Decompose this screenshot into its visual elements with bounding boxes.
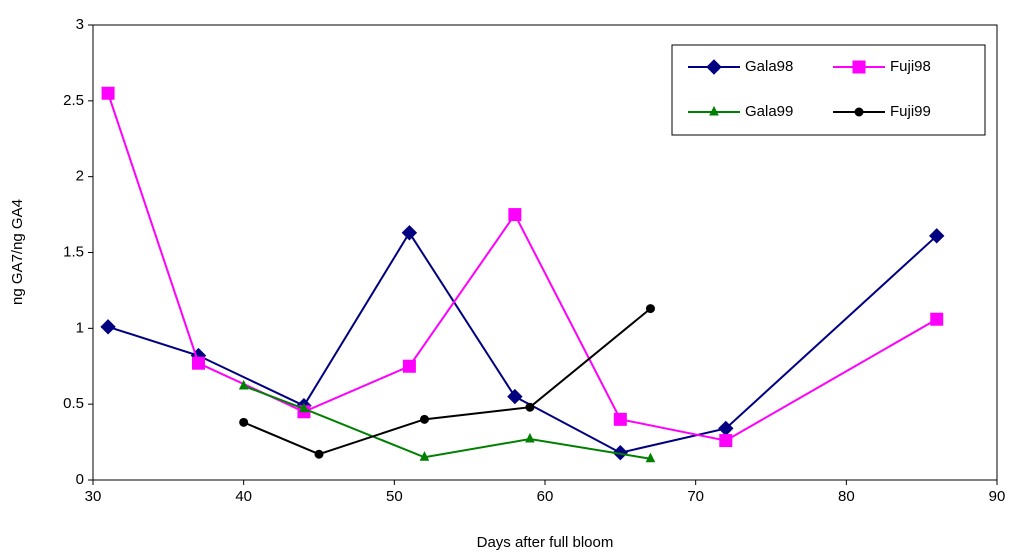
- y-tick-label: 0.5: [63, 395, 84, 412]
- legend-label: Fuji99: [890, 103, 931, 120]
- marker: [401, 225, 418, 241]
- marker: [402, 359, 416, 373]
- x-axis-title: Days after full bloom: [477, 534, 614, 551]
- y-tick-label: 0: [76, 471, 84, 488]
- legend-marker: [852, 60, 866, 74]
- legend-marker: [854, 107, 864, 117]
- legend-marker: [709, 105, 719, 116]
- marker: [419, 414, 429, 424]
- marker: [314, 449, 324, 459]
- marker: [929, 228, 945, 244]
- marker: [299, 402, 309, 413]
- marker: [719, 434, 733, 448]
- marker: [612, 444, 629, 461]
- y-tick-label: 3: [76, 16, 84, 33]
- legend-label: Gala98: [745, 58, 793, 75]
- x-tick-label: 40: [235, 488, 252, 505]
- x-tick-label: 30: [85, 488, 102, 505]
- x-tick-label: 80: [838, 488, 855, 505]
- marker: [930, 312, 944, 326]
- x-tick-label: 70: [687, 488, 704, 505]
- marker: [525, 402, 535, 412]
- y-tick-label: 1: [76, 319, 84, 336]
- y-tick-label: 1.5: [63, 243, 84, 260]
- legend-label: Gala99: [745, 103, 793, 120]
- marker: [239, 417, 249, 427]
- marker: [645, 304, 655, 314]
- marker: [101, 86, 115, 100]
- series-line: [243, 307, 652, 456]
- series-line: [107, 92, 938, 442]
- x-tick-label: 90: [989, 488, 1006, 505]
- marker: [613, 412, 627, 426]
- marker: [508, 208, 522, 222]
- marker: [191, 356, 205, 370]
- marker: [419, 451, 430, 461]
- y-tick-label: 2.5: [63, 92, 84, 109]
- legend-label: Fuji98: [890, 58, 931, 75]
- marker: [525, 432, 535, 443]
- x-tick-label: 50: [386, 488, 403, 505]
- legend-box: [671, 44, 986, 136]
- legend-marker: [706, 59, 722, 75]
- marker: [507, 388, 523, 405]
- marker: [100, 319, 116, 335]
- y-axis-title: ng GA7/ng GA4: [9, 199, 26, 305]
- y-tick-label: 2: [76, 168, 84, 185]
- x-tick-label: 60: [537, 488, 554, 505]
- series-line: [107, 230, 938, 454]
- marker: [645, 452, 656, 463]
- marker: [238, 379, 249, 390]
